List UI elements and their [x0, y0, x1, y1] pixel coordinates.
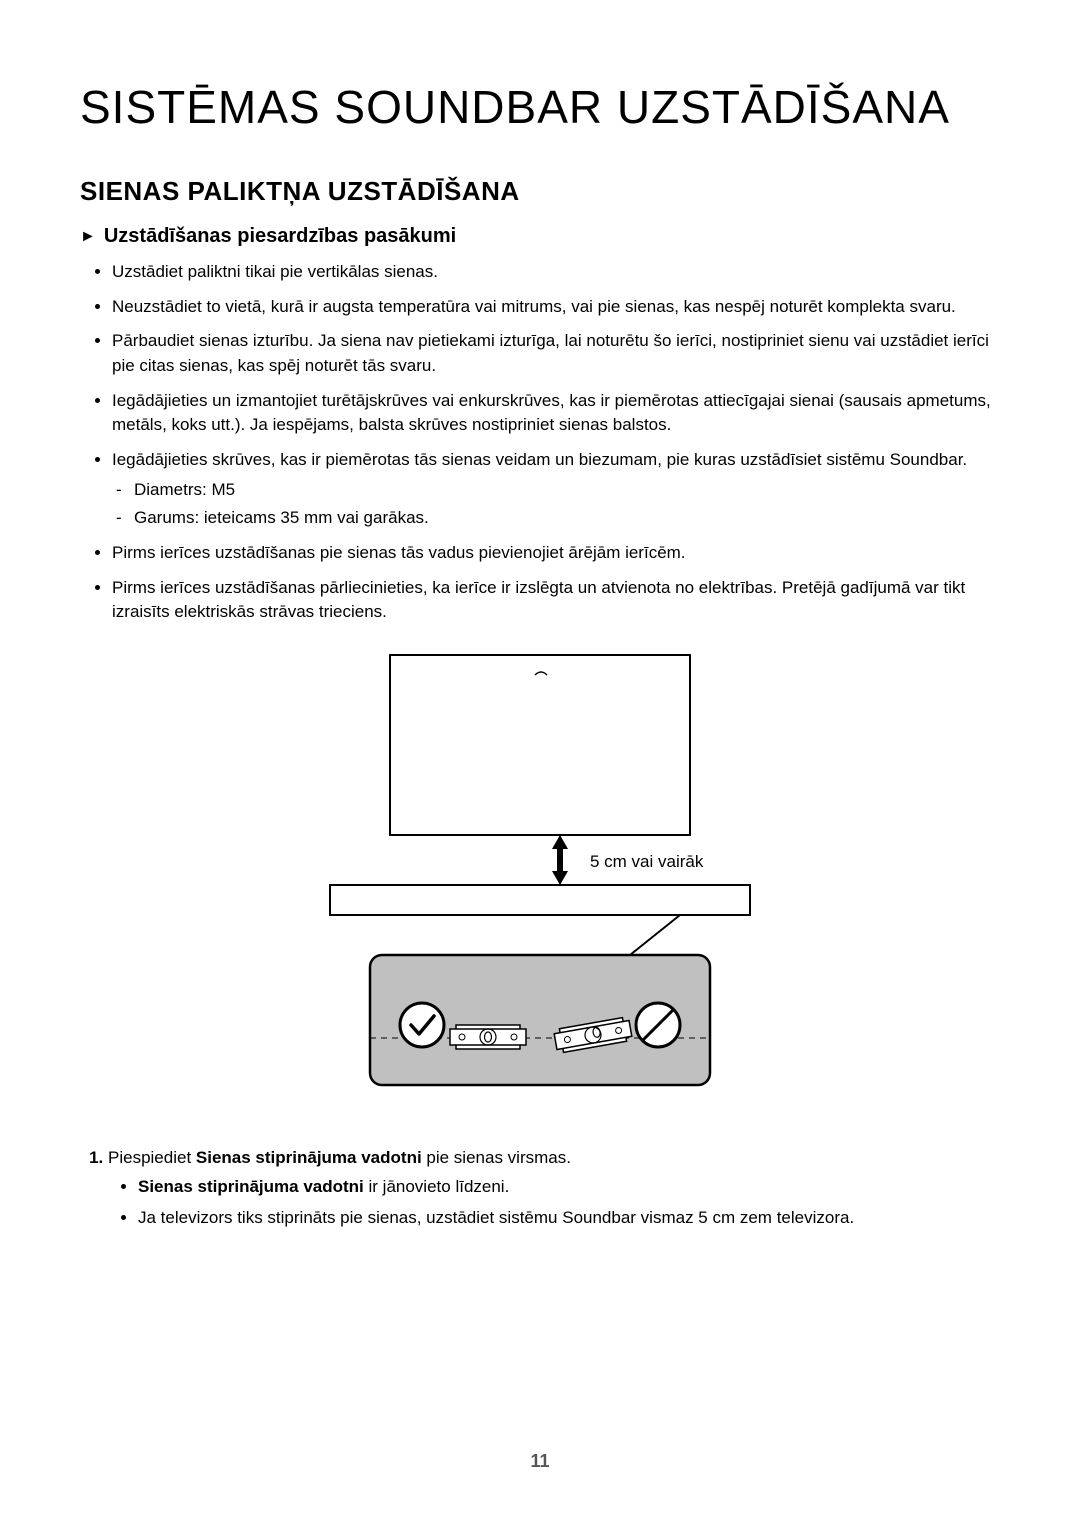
list-item: Pārbaudiet sienas izturību. Ja siena nav… — [112, 329, 1000, 378]
subsection-title: ► Uzstādīšanas piesardzības pasākumi — [80, 225, 1000, 248]
step-text: Piespiediet Sienas stiprinājuma vadotni … — [108, 1148, 571, 1167]
dash-item: Garums: ieteicams 35 mm vai garākas. — [134, 504, 1000, 531]
sub-bullet: Sienas stiprinājuma vadotni ir jānovieto… — [138, 1174, 1000, 1200]
list-item: Iegādājieties un izmantojiet turētājskrū… — [112, 389, 1000, 438]
spacing-label: 5 cm vai vairāk — [590, 852, 704, 871]
main-title: SISTĒMAS SOUNDBAR UZSTĀDĪŠANA — [80, 80, 1000, 134]
subsection-label: Uzstādīšanas piesardzības pasākumi — [104, 225, 456, 248]
list-item: Pirms ierīces uzstādīšanas pārliecinieti… — [112, 576, 1000, 625]
list-item-text: Iegādājieties skrūves, kas ir piemērotas… — [112, 450, 967, 469]
level-correct-icon — [450, 1025, 526, 1049]
sub-rest: ir jānovieto līdzeni. — [364, 1177, 510, 1196]
step-prefix: Piespiediet — [108, 1148, 196, 1167]
sub-bullet: Ja televizors tiks stiprināts pie sienas… — [138, 1205, 1000, 1231]
figure-svg: 5 cm vai vairāk — [310, 645, 770, 1105]
list-item: Iegādājieties skrūves, kas ir piemērotas… — [112, 448, 1000, 531]
dash-item: Diametrs: M5 — [134, 476, 1000, 503]
sub-bold: Sienas stiprinājuma vadotni — [138, 1177, 364, 1196]
step-item: Piespiediet Sienas stiprinājuma vadotni … — [108, 1145, 1000, 1231]
precaution-list: Uzstādiet paliktni tikai pie vertikālas … — [80, 260, 1000, 625]
installation-figure: 5 cm vai vairāk — [80, 645, 1000, 1105]
step-suffix: pie sienas virsmas. — [422, 1148, 571, 1167]
list-item: Pirms ierīces uzstādīšanas pie sienas tā… — [112, 541, 1000, 566]
step-list: Piespiediet Sienas stiprinājuma vadotni … — [80, 1145, 1000, 1231]
list-item: Uzstādiet paliktni tikai pie vertikālas … — [112, 260, 1000, 285]
step-bold: Sienas stiprinājuma vadotni — [196, 1148, 422, 1167]
arrow-icon: ► — [80, 228, 96, 246]
page-number: 11 — [0, 1451, 1080, 1472]
list-item: Neuzstādiet to vietā, kurā ir augsta tem… — [112, 295, 1000, 320]
mounting-guide — [370, 915, 710, 1085]
screw-specs: Diametrs: M5 Garums: ieteicams 35 mm vai… — [112, 476, 1000, 530]
section-title: SIENAS PALIKTŅA UZSTĀDĪŠANA — [80, 176, 1000, 207]
step-sub-list: Sienas stiprinājuma vadotni ir jānovieto… — [108, 1174, 1000, 1231]
